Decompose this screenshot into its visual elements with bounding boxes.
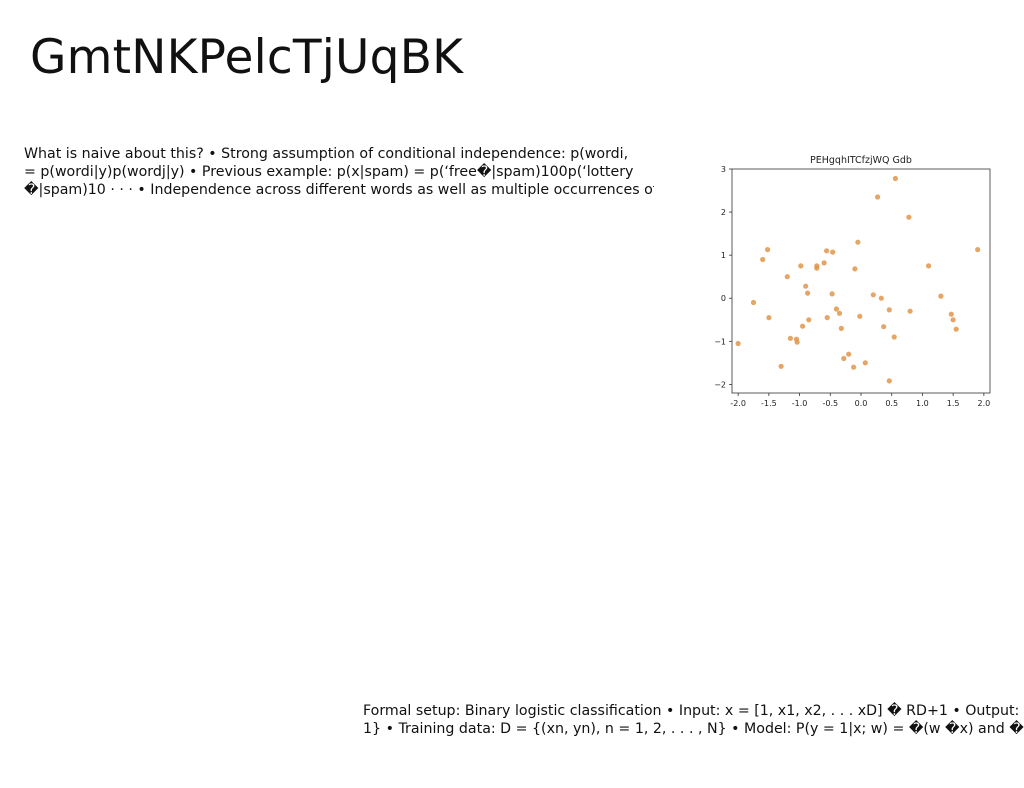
- scatter-point: [886, 378, 892, 384]
- y-tick-label: −2: [714, 380, 726, 389]
- x-tick-label: 2.0: [977, 399, 990, 408]
- scatter-point: [950, 317, 956, 323]
- scatter-point: [760, 256, 766, 263]
- y-tick-label: 0: [721, 294, 726, 303]
- scatter-point: [878, 295, 884, 301]
- paragraph-line: = p(wordi|y)p(wordj|y) • Previous exampl…: [24, 164, 634, 180]
- plot-frame: [731, 168, 991, 394]
- x-tick-label: -2.0: [730, 399, 746, 408]
- scatter-point: [857, 313, 863, 319]
- x-tick-label: 0.0: [855, 399, 868, 408]
- chart-title: PEHgqhITCfzjWQ Gdb: [810, 155, 912, 166]
- scatter-point: [800, 323, 806, 329]
- scatter-point: [948, 311, 954, 317]
- scatter-point: [814, 265, 820, 271]
- y-tick-label: 1: [721, 251, 726, 260]
- paragraph-line: What is naive about this? • Strong assum…: [24, 146, 629, 162]
- scatter-point: [852, 266, 858, 272]
- scatter-point: [907, 308, 913, 314]
- y-tick-label: 2: [721, 208, 726, 217]
- logistic-regression-paragraph: Formal setup: Binary logistic classifica…: [363, 702, 1024, 738]
- scatter-point: [892, 175, 898, 182]
- scatter-point: [805, 290, 811, 296]
- scatter-point: [821, 260, 827, 266]
- scatter-point: [824, 248, 830, 254]
- x-tick-label: 1.5: [947, 399, 960, 408]
- scatter-point: [841, 355, 847, 362]
- scatter-point: [870, 292, 876, 298]
- x-tick-label: 0.5: [885, 399, 898, 408]
- scatter-point: [886, 307, 892, 313]
- paragraph-line: �|spam)10 · · · • Independence across di…: [24, 182, 654, 198]
- scatter-point: [953, 326, 959, 332]
- naive-bayes-paragraph: What is naive about this? • Strong assum…: [24, 145, 654, 199]
- scatter-point: [855, 239, 861, 245]
- scatter-point: [830, 249, 836, 255]
- scatter-point: [836, 310, 843, 316]
- scatter-chart: PEHgqhITCfzjWQ Gdb -2.0 -1.5 -1.0 -0.5 0.0 0.…: [714, 155, 991, 408]
- scatter-point: [846, 351, 852, 357]
- scatter-point: [784, 274, 790, 280]
- scatter-point: [926, 263, 932, 269]
- scatter-point: [881, 324, 887, 330]
- paragraph-line: 1} • Training data: D = {(xn, yn), n = 1…: [363, 721, 1024, 737]
- scatter-point: [875, 194, 881, 200]
- scatter-point: [829, 291, 835, 297]
- x-tick-label: -1.5: [761, 399, 777, 408]
- scatter-point: [975, 247, 981, 253]
- x-tick-label: 1.0: [916, 399, 929, 408]
- scatter-point: [938, 293, 944, 299]
- paragraph-line: Formal setup: Binary logistic classifica…: [363, 703, 1024, 719]
- x-tick-label: -0.5: [822, 399, 838, 408]
- scatter-point: [906, 214, 912, 220]
- scatter-point: [851, 364, 857, 370]
- scatter-point: [794, 339, 800, 345]
- scatter-point: [891, 334, 897, 340]
- x-tick-label: -1.0: [792, 399, 808, 408]
- scatter-point: [735, 340, 741, 347]
- axes-layer: -2.0 -1.5 -1.0 -0.5 0.0 0.5 1.0 1.5 2.0 3 2 1 0 −1 −2: [714, 165, 991, 408]
- scatter-point: [824, 315, 830, 321]
- scatter-point: [838, 325, 844, 331]
- scatter-point: [787, 335, 793, 341]
- slide-title: GmtNKPelcTjUqBK: [30, 30, 464, 85]
- scatter-point: [766, 315, 772, 321]
- y-tick-label: 3: [721, 165, 726, 174]
- scatter-point: [833, 306, 839, 312]
- scatter-point: [778, 363, 784, 369]
- scatter-point: [750, 299, 757, 306]
- scatter-point: [765, 247, 771, 253]
- points-layer: [735, 175, 981, 384]
- scatter-point: [862, 360, 868, 366]
- scatter-point: [798, 263, 804, 269]
- scatter-point: [803, 283, 809, 289]
- scatter-point: [806, 317, 812, 323]
- y-tick-label: −1: [714, 337, 726, 346]
